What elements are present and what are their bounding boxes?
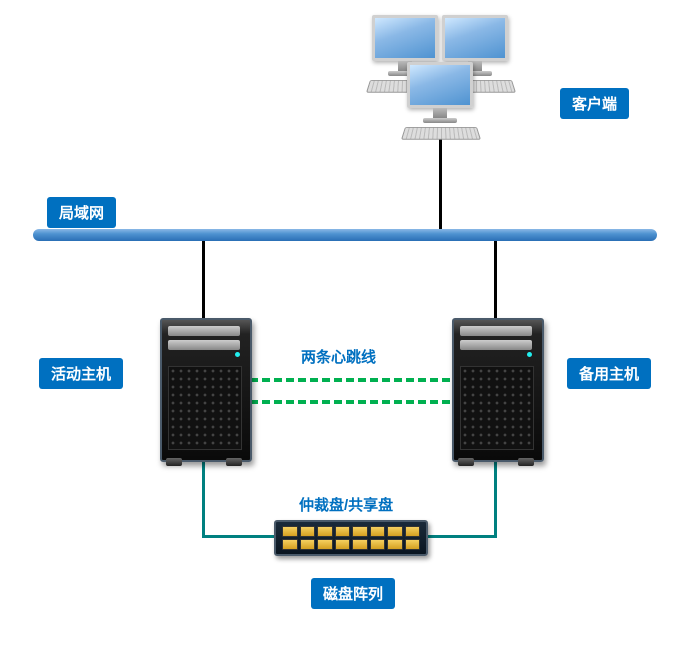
client-pc-3 bbox=[405, 62, 475, 141]
lan-bus bbox=[33, 229, 657, 241]
disk-array bbox=[274, 520, 428, 556]
edge-client-lan bbox=[439, 135, 442, 230]
heartbeat-line-1 bbox=[250, 378, 450, 382]
standby-server bbox=[452, 318, 540, 458]
edge-standby-disk-v bbox=[494, 460, 497, 538]
heartbeat-label: 两条心跳线 bbox=[301, 346, 376, 367]
edge-lan-active bbox=[202, 241, 205, 318]
client-label: 客户端 bbox=[560, 88, 629, 119]
disk-array-slots bbox=[282, 526, 420, 550]
standby-host-label: 备用主机 bbox=[567, 358, 651, 389]
edge-active-disk-v bbox=[202, 460, 205, 538]
edge-active-disk-h bbox=[202, 535, 276, 538]
edge-standby-disk-h bbox=[424, 535, 497, 538]
diagram-canvas: 客户端 局域网 活动主机 备用主机 两条心跳线 仲裁盘/共享盘 磁盘阵列 bbox=[0, 0, 679, 651]
active-server bbox=[160, 318, 248, 458]
lan-label: 局域网 bbox=[47, 197, 116, 228]
heartbeat-line-2 bbox=[250, 400, 450, 404]
quorum-label: 仲裁盘/共享盘 bbox=[299, 494, 393, 515]
disk-array-label: 磁盘阵列 bbox=[311, 578, 395, 609]
edge-lan-standby bbox=[494, 241, 497, 318]
active-host-label: 活动主机 bbox=[39, 358, 123, 389]
